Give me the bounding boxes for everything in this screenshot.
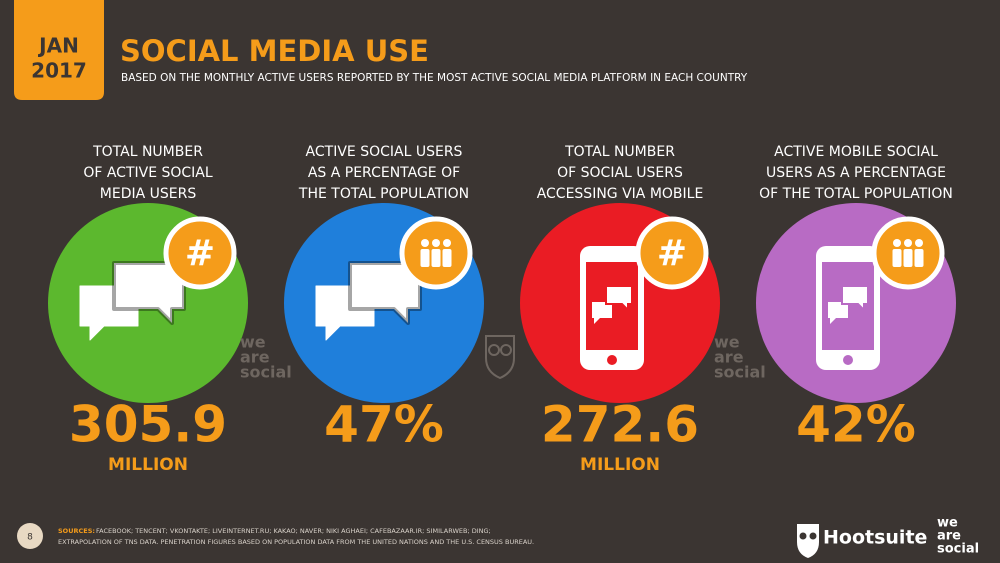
watermark: we	[714, 333, 740, 352]
chat-bubble	[605, 285, 633, 313]
stat-label: MEDIA USERS	[100, 186, 197, 202]
badge-symbol: #	[657, 233, 687, 274]
badge	[163, 216, 237, 290]
person-head	[421, 239, 429, 247]
person-body	[431, 249, 441, 267]
watermark: social	[240, 363, 292, 382]
logo-line: social	[937, 542, 979, 557]
chat-bubble	[828, 302, 848, 324]
stat-label: THE TOTAL POPULATION	[298, 186, 469, 202]
phone-button	[843, 355, 853, 365]
page-number: 8	[27, 533, 33, 543]
stat-label: TOTAL NUMBER	[564, 144, 675, 160]
person-body	[442, 249, 452, 267]
chat-bubble	[841, 285, 869, 313]
person-head	[904, 239, 912, 247]
date-tab	[14, 0, 104, 100]
person-body	[420, 249, 430, 267]
person-head	[915, 239, 923, 247]
title: SOCIAL MEDIA USE	[120, 34, 429, 68]
page-badge	[17, 523, 43, 549]
watermark: are	[714, 348, 744, 367]
month: JAN	[37, 34, 79, 58]
person-body	[914, 249, 924, 267]
person-body	[903, 249, 913, 267]
watermark: are	[240, 348, 270, 367]
stat: TOTAL NUMBER OF SOCIAL USERS ACCESSING VIA…	[520, 144, 720, 475]
stat-unit: MILLION	[580, 455, 660, 475]
owl-icon	[485, 335, 515, 380]
stat-label: USERS AS A PERCENTAGE	[766, 165, 946, 181]
year: 2017	[31, 59, 87, 83]
badge-symbol: #	[185, 233, 215, 274]
stat-value: 272.6	[541, 396, 699, 454]
sources-label: SOURCES:	[58, 527, 95, 535]
stat-label: ACTIVE MOBILE SOCIAL	[774, 144, 938, 160]
hootsuite-owl	[797, 524, 819, 558]
stat-value: 42%	[796, 396, 916, 454]
stat-label: ACTIVE SOCIAL USERS	[306, 144, 463, 160]
logo-line: we	[937, 516, 958, 531]
logo-line: are	[937, 529, 961, 544]
person-head	[893, 239, 901, 247]
stat: TOTAL NUMBER OF ACTIVE SOCIAL MEDIA USERS #…	[48, 144, 248, 475]
stat-value: 305.9	[69, 396, 227, 454]
phone-button	[607, 355, 617, 365]
stat-label: OF SOCIAL USERS	[557, 165, 683, 181]
stat-value: 47%	[324, 396, 444, 454]
sources-text: FACEBOOK; TENCENT; VKONTAKTE; LIVEINTERN…	[96, 527, 491, 535]
person-body	[892, 249, 902, 267]
person-head	[443, 239, 451, 247]
sources-text: EXTRAPOLATION OF TNS DATA. PENETRATION F…	[58, 538, 534, 546]
brand: Hootsuite	[823, 527, 927, 549]
watermark: social	[714, 363, 766, 382]
stat-label: OF ACTIVE SOCIAL	[83, 165, 213, 181]
stat-label: OF THE TOTAL POPULATION	[759, 186, 953, 202]
badge	[635, 216, 709, 290]
person-head	[432, 239, 440, 247]
stat: ACTIVE MOBILE SOCIAL USERS AS A PERCENTAG…	[756, 144, 956, 454]
stat-unit: MILLION	[108, 455, 188, 475]
subtitle: BASED ON THE MONTHLY ACTIVE USERS REPORT…	[121, 72, 748, 84]
stat: ACTIVE SOCIAL USERS AS A PERCENTAGE OF THE…	[284, 144, 484, 454]
stat-label: AS A PERCENTAGE OF	[308, 165, 460, 181]
stat-label: TOTAL NUMBER	[92, 144, 203, 160]
stat-label: ACCESSING VIA MOBILE	[537, 186, 704, 202]
watermark: we	[240, 333, 266, 352]
chat-bubble	[592, 302, 612, 324]
